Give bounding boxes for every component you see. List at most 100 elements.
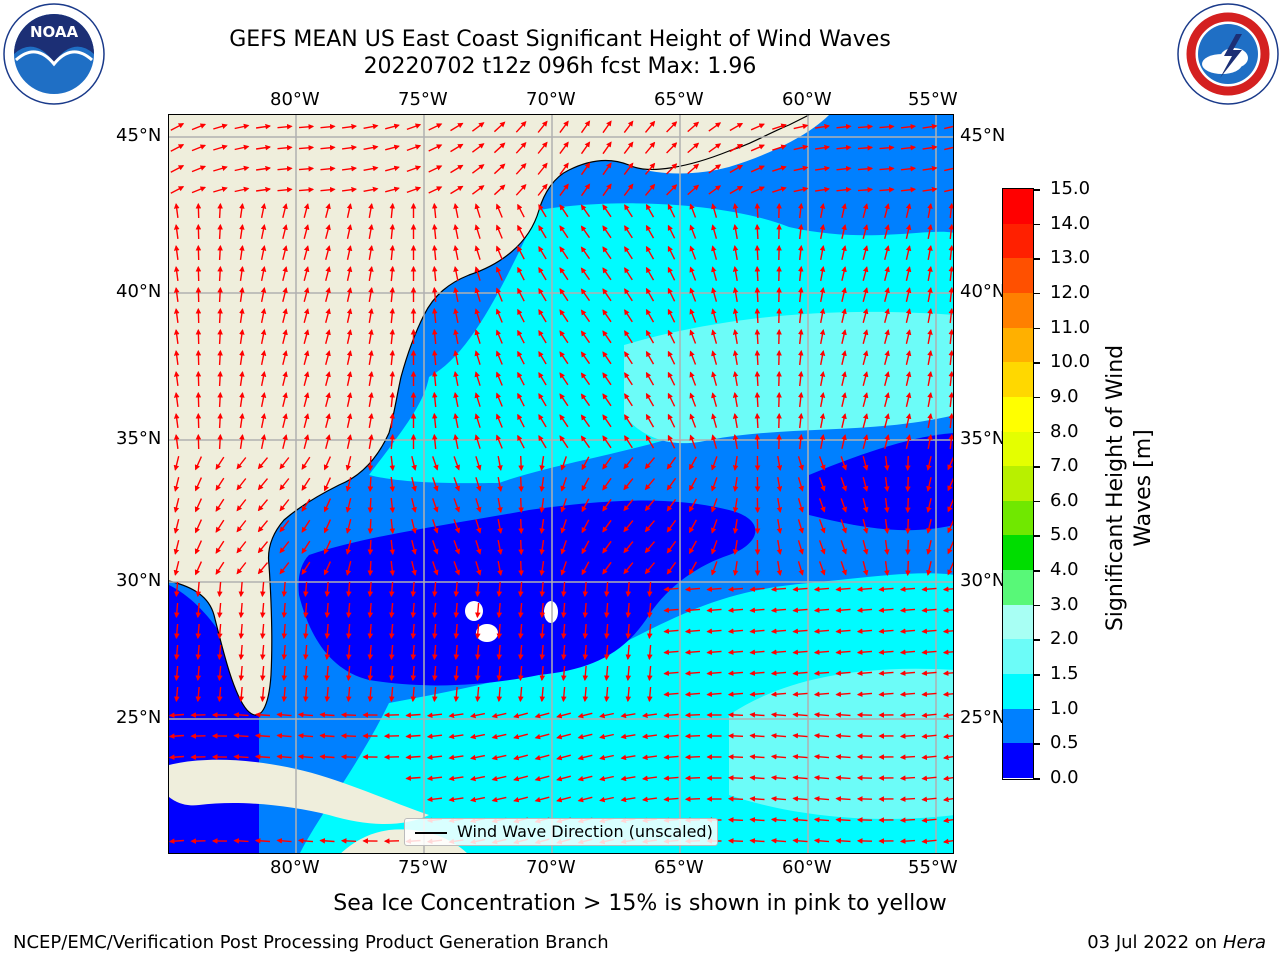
colorbar-segment [1003,223,1033,259]
wave-direction-arrow [684,733,701,739]
wave-direction-arrow [603,644,610,661]
wave-direction-arrow [410,623,417,640]
wave-direction-arrow [729,143,744,153]
wave-direction-arrow [518,560,524,577]
wave-direction-arrow [325,392,331,407]
wave-direction-arrow [431,370,438,387]
wave-direction-arrow [793,123,809,130]
wave-direction-arrow [899,691,916,698]
wave-direction-arrow [191,144,207,152]
wave-direction-arrow [325,371,331,386]
wave-direction-arrow [770,774,787,781]
wave-direction-arrow [792,691,808,698]
wave-direction-arrow [899,670,916,677]
wave-direction-arrow [411,561,417,576]
wave-direction-arrow [666,540,677,554]
lon-label-bottom: 70°W [526,857,576,878]
lon-label-bottom: 55°W [908,857,958,878]
colorbar-tick-label: 7.0 [1050,455,1079,477]
wave-direction-arrow [517,371,525,386]
wave-direction-arrow [922,165,938,172]
wave-direction-arrow [841,329,847,344]
wave-direction-arrow [496,644,503,661]
wave-direction-arrow [754,244,761,261]
wave-direction-arrow [518,497,524,514]
wave-direction-arrow [840,477,847,492]
wave-direction-arrow [497,476,503,493]
wave-direction-arrow [879,144,895,151]
wave-direction-arrow [282,224,288,239]
wave-direction-arrow [663,649,679,656]
wave-direction-arrow [406,165,422,173]
wave-direction-arrow [406,144,422,152]
wave-direction-arrow [560,665,567,682]
land-north-america [169,115,809,716]
wave-direction-arrow [233,838,249,844]
wave-direction-arrow [749,838,765,844]
wave-direction-arrow [560,561,567,576]
wave-direction-arrow [411,456,417,471]
wave-direction-arrow [559,330,569,344]
wave-direction-arrow [517,434,525,449]
wave-direction-arrow [320,144,336,151]
wave-direction-arrow [599,775,614,782]
wave-direction-arrow [624,330,633,344]
wave-direction-arrow [841,350,847,365]
wave-direction-arrow [453,224,459,240]
lat-label-left: 40°N [116,281,162,302]
wave-direction-arrow [239,265,245,282]
wave-direction-arrow [711,245,718,260]
wave-direction-arrow [666,456,677,470]
colorbar-segment [1003,292,1033,329]
wave-direction-arrow [559,393,569,407]
wave-direction-arrow [899,649,916,656]
wave-direction-arrow [471,185,485,195]
wave-direction-arrow [538,414,547,428]
wave-direction-arrow [239,349,245,366]
wave-direction-arrow [325,434,331,449]
wave-direction-arrow [754,307,761,324]
wave-direction-arrow [259,644,266,661]
wave-direction-arrow [518,476,524,493]
wave-direction-arrow [754,286,761,303]
wave-direction-arrow [534,796,550,803]
wave-direction-arrow [279,478,290,491]
wave-direction-arrow [496,686,503,703]
wave-direction-arrow [470,712,486,719]
wave-direction-arrow [238,644,245,661]
wave-direction-arrow [644,141,656,154]
wave-direction-arrow [426,733,443,740]
wave-direction-arrow [431,412,438,429]
wave-direction-arrow [878,691,894,698]
wave-direction-arrow [216,602,223,619]
wave-direction-arrow [602,120,612,134]
colorbar-segment [1003,327,1033,363]
wave-direction-arrow [279,520,290,533]
wave-direction-arrow [325,287,331,302]
wave-direction-arrow [792,732,808,739]
wave-direction-arrow [798,391,804,408]
wave-direction-arrow [539,623,546,640]
wave-direction-arrow [388,581,395,598]
wave-direction-arrow [517,581,524,598]
wave-band-north-light [624,311,953,444]
wave-direction-arrow [539,644,546,661]
wave-direction-arrow [389,328,396,345]
wave-direction-arrow [798,244,804,261]
wave-direction-arrow [388,602,395,619]
wave-direction-arrow [559,309,569,323]
wave-direction-arrow [792,816,808,823]
wave-direction-arrow [580,330,591,344]
wave-direction-arrow [948,412,953,429]
wave-direction-arrow [862,371,869,386]
wave-direction-arrow [687,184,700,196]
wave-direction-arrow [257,520,269,533]
colorbar-segment [1003,431,1033,467]
wave-direction-arrow [410,665,417,682]
colorbar-tick-mark [1034,292,1040,295]
wave-direction-arrow [732,476,739,493]
wave-direction-arrow [706,607,722,614]
wave-direction-arrow [835,838,851,844]
wave-direction-arrow [706,586,722,593]
wave-direction-arrow [173,665,180,682]
